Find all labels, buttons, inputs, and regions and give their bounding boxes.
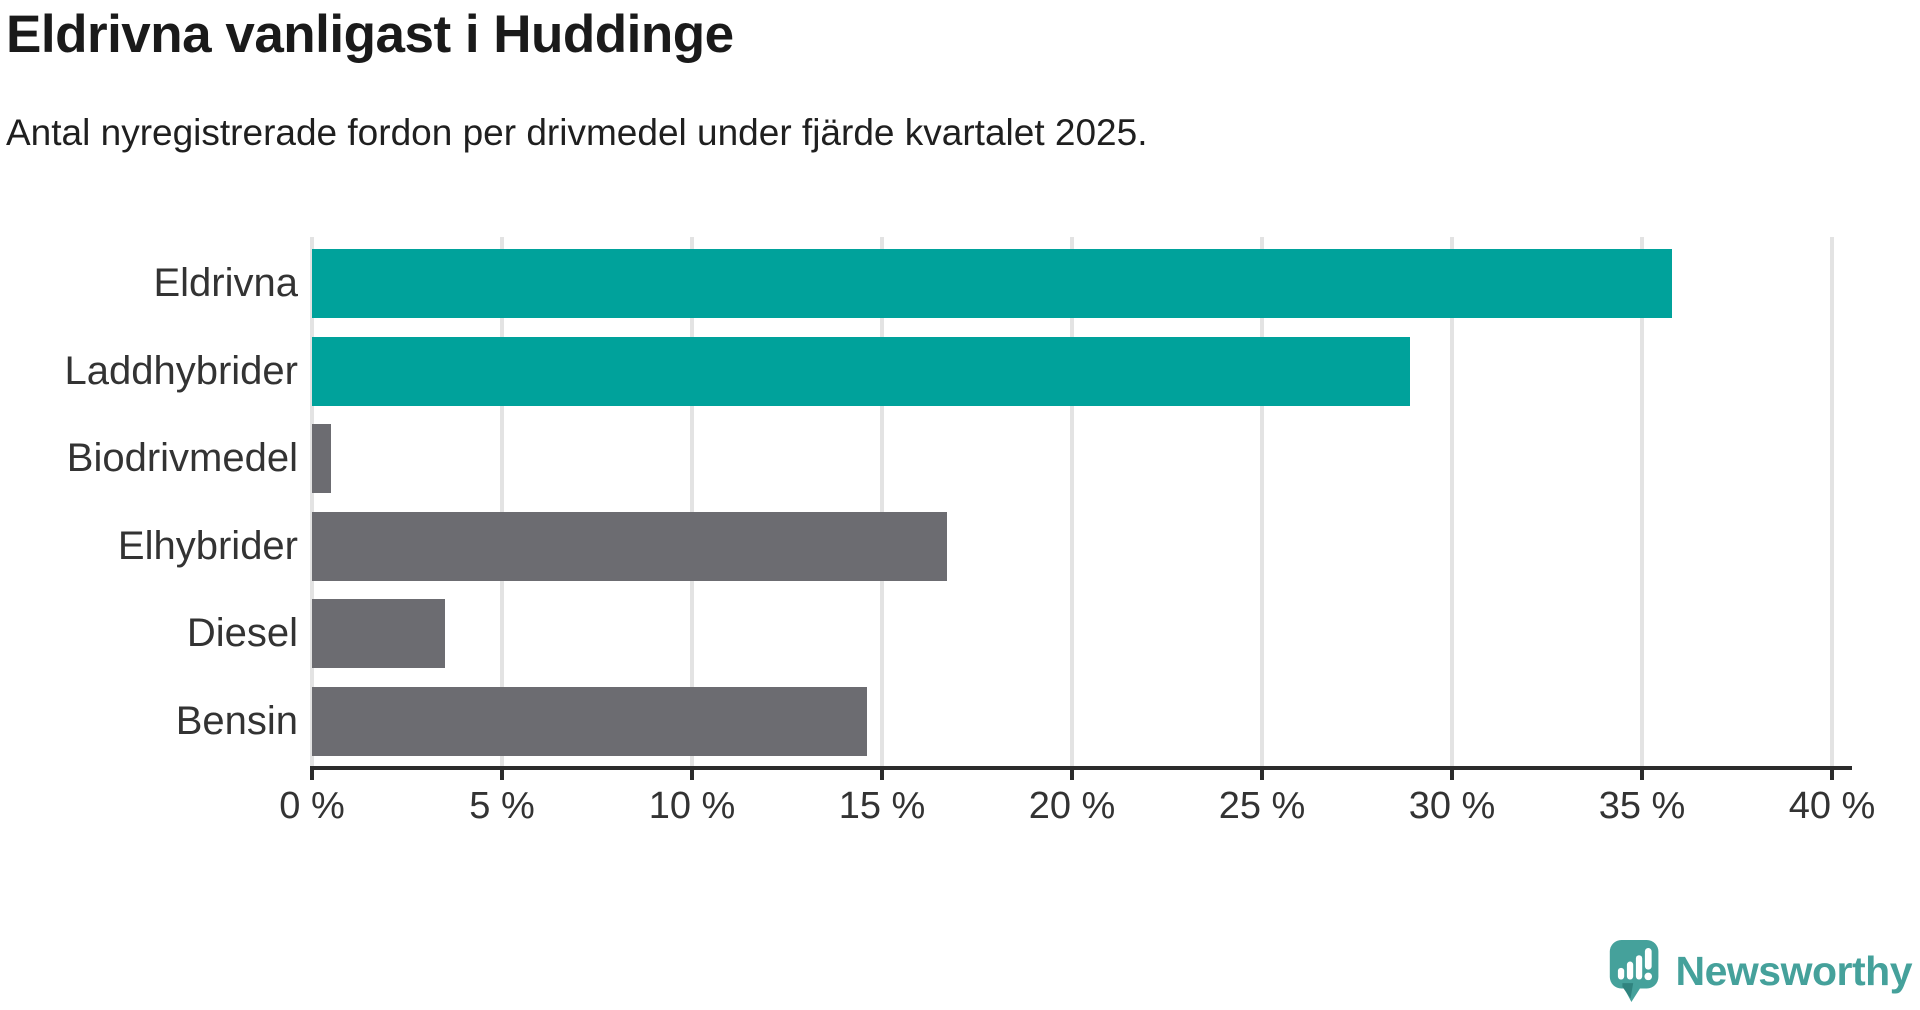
category-label-laddhybrider: Laddhybrider [64, 348, 299, 393]
plot-area [310, 237, 1834, 766]
x-tick-label-35: 35 % [1598, 785, 1686, 827]
bar-laddhybrider [312, 336, 1411, 406]
chart-title: Eldrivna vanligast i Huddinge [6, 5, 734, 64]
x-tick-20 [1070, 766, 1074, 780]
x-tick-label-30: 30 % [1408, 785, 1496, 827]
category-label-eldrivna: Eldrivna [153, 261, 298, 305]
gridline-25 [1260, 237, 1264, 766]
gridline-15 [880, 237, 884, 766]
gridline-40 [1830, 237, 1834, 766]
bar-elhybrider [312, 511, 947, 581]
category-label-diesel: Diesel [186, 611, 298, 656]
gridline-10 [690, 237, 694, 766]
x-tick-label-25: 25 % [1218, 785, 1306, 827]
x-tick-label-15: 15 % [838, 785, 926, 827]
bar-biodrivmedel [312, 424, 331, 494]
x-tick-label-40: 40 % [1788, 785, 1876, 827]
x-tick-5 [500, 766, 504, 780]
x-axis-line [312, 766, 1852, 770]
bar-bensin [312, 687, 867, 756]
gridline-20 [1070, 237, 1074, 766]
newsworthy-logo-icon [1609, 939, 1658, 1003]
category-label-biodrivmedel: Biodrivmedel [66, 436, 298, 481]
x-tick-10 [690, 766, 694, 780]
gridline-0 [310, 237, 314, 766]
x-tick-label-10: 10 % [648, 785, 736, 827]
gridline-35 [1640, 237, 1644, 766]
bar-diesel [312, 599, 445, 669]
x-tick-35 [1640, 766, 1644, 780]
x-tick-25 [1260, 766, 1264, 780]
gridline-30 [1450, 237, 1454, 766]
brand-name: Newsworthy [1675, 947, 1913, 994]
category-label-bensin: Bensin [175, 699, 298, 743]
x-tick-label-5: 5 % [469, 785, 535, 827]
x-tick-label-0: 0 % [279, 785, 345, 827]
chart-subtitle: Antal nyregistrerade fordon per drivmede… [6, 112, 1148, 153]
x-tick-label-20: 20 % [1028, 785, 1116, 827]
category-label-elhybrider: Elhybrider [117, 523, 298, 568]
x-tick-30 [1450, 766, 1454, 780]
x-tick-40 [1830, 766, 1834, 780]
bar-chart: Eldrivna Laddhybrider Biodrivmedel Elhybrid… [0, 237, 1920, 837]
x-tick-0 [310, 766, 314, 780]
newsworthy-branding: Newsworthy [1608, 938, 1913, 1004]
gridline-5 [500, 237, 504, 766]
bar-eldrivna [312, 249, 1673, 318]
x-tick-15 [880, 766, 884, 780]
